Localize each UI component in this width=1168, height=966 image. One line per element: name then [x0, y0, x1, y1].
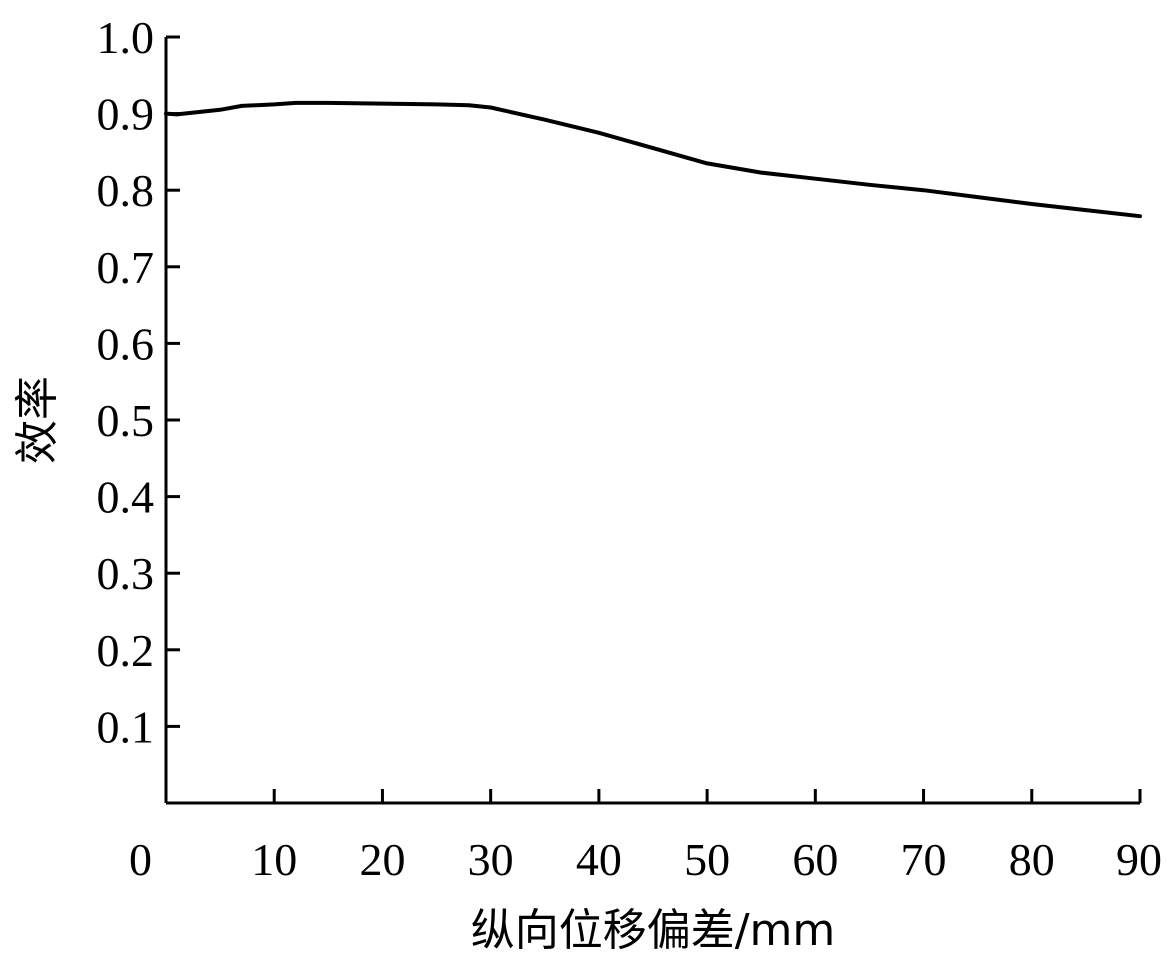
x-tick-label: 40 [576, 834, 622, 885]
x-tick-label: 20 [359, 834, 405, 885]
x-axis-title: 纵向位移偏差/mm [471, 905, 836, 956]
series-line-0 [164, 100, 1142, 219]
y-tick-label: 0.8 [97, 165, 155, 216]
x-tick-label: 30 [468, 834, 514, 885]
y-tick-label: 0.4 [97, 472, 155, 523]
y-tick-label: 0.7 [97, 242, 155, 293]
y-tick-label: 0.2 [97, 625, 155, 676]
y-tick-label: 0.9 [97, 89, 155, 140]
x-ticks: 0 10 20 30 40 50 60 70 80 90 [129, 789, 1162, 885]
axes [164, 37, 1140, 805]
y-axis-title: 效率 [12, 376, 63, 464]
y-tick-label: 0.1 [97, 701, 155, 752]
y-tick-label: 0.5 [97, 395, 155, 446]
x-tick-label: 80 [1009, 834, 1055, 885]
x-tick-label: 90 [1116, 834, 1162, 885]
x-tick-label: 10 [251, 834, 297, 885]
x-tick-label: 50 [684, 834, 730, 885]
x-tick-label: 60 [792, 834, 838, 885]
series-layer [164, 100, 1142, 219]
y-tick-label: 1.0 [97, 12, 155, 63]
x-tick-label: 0 [129, 834, 152, 885]
y-ticks: 0.1 0.2 0.3 0.4 0.5 0.6 0.7 0.8 0.9 1.0 [97, 12, 180, 752]
y-tick-label: 0.6 [97, 318, 155, 369]
y-tick-label: 0.3 [97, 548, 155, 599]
x-tick-label: 70 [901, 834, 947, 885]
